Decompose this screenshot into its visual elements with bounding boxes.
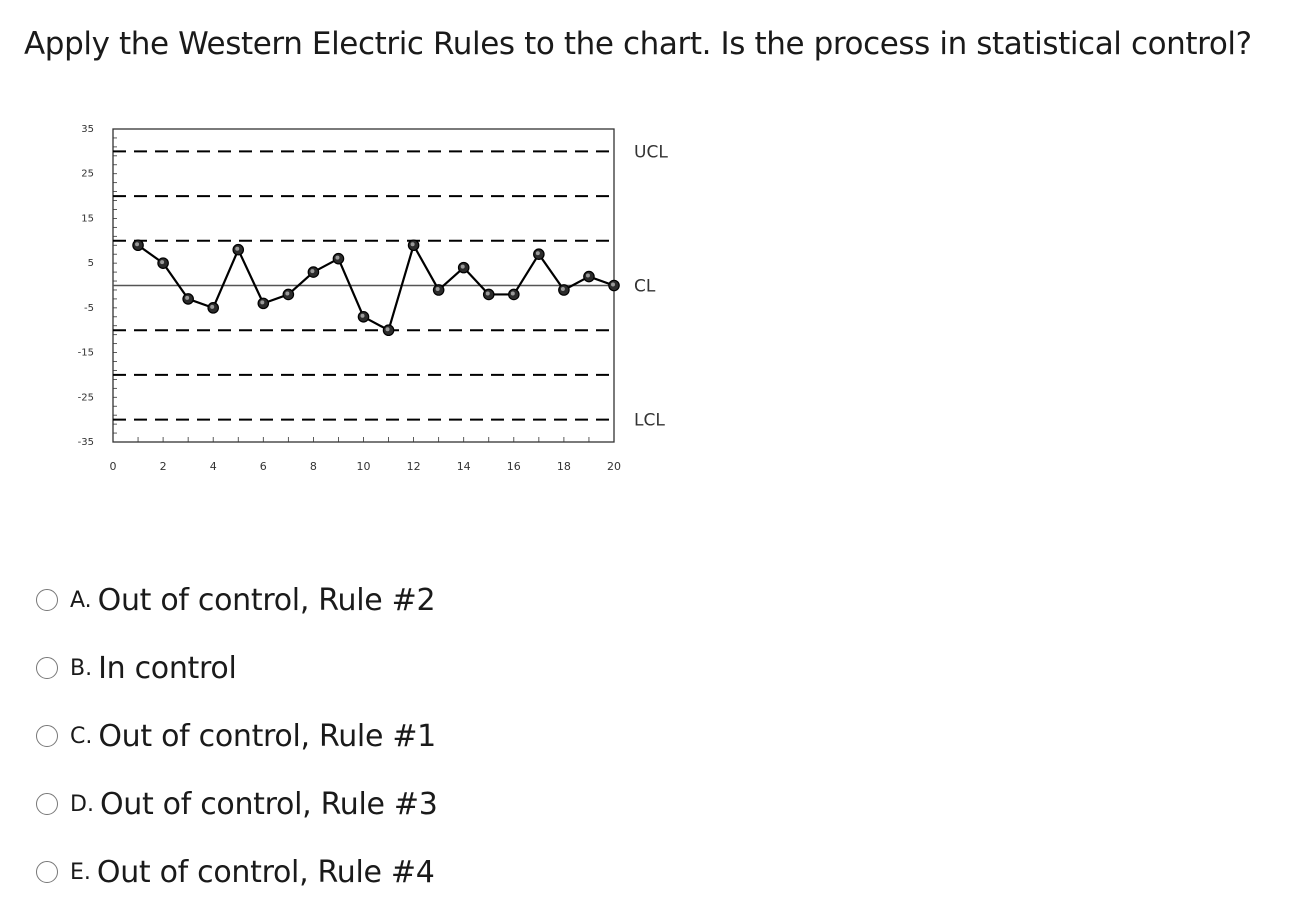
chart-control-lines [113, 150, 614, 421]
lcl-label: LCL [634, 411, 665, 431]
data-point-highlight [335, 255, 340, 260]
option-a-radio[interactable] [36, 589, 58, 611]
x-tick-label: 8 [310, 460, 317, 473]
y-tick-label: -35 [78, 437, 94, 448]
y-tick-label: -25 [78, 392, 94, 403]
option-e[interactable]: E. Out of control, Rule #4 [36, 838, 438, 906]
chart-series [132, 239, 620, 337]
data-point-highlight [210, 304, 215, 309]
data-point-highlight [160, 260, 165, 265]
data-point-highlight [185, 295, 190, 300]
data-point-highlight [385, 327, 390, 332]
y-tick-label: 35 [81, 124, 94, 135]
option-d-text: Out of control, Rule #3 [99, 786, 438, 822]
option-d-letter: D. [70, 791, 94, 817]
option-c[interactable]: C. Out of control, Rule #1 [36, 702, 438, 770]
option-c-radio[interactable] [36, 725, 58, 747]
data-point-highlight [435, 286, 440, 291]
option-d[interactable]: D. Out of control, Rule #3 [36, 770, 438, 838]
option-a-letter: A. [70, 587, 92, 613]
x-tick-label: 2 [160, 460, 167, 473]
data-point-highlight [535, 251, 540, 256]
x-tick-label: 10 [357, 460, 371, 473]
option-c-text: Out of control, Rule #1 [98, 718, 436, 754]
data-point-highlight [260, 300, 265, 305]
data-point-highlight [135, 242, 140, 247]
option-e-letter: E. [70, 859, 91, 885]
data-point-highlight [235, 246, 240, 251]
x-tick-label: 14 [457, 460, 471, 473]
cl-label: CL [634, 277, 656, 297]
option-c-letter: C. [70, 723, 93, 749]
question-text: Apply the Western Electric Rules to the … [24, 26, 1252, 62]
option-a-text: Out of control, Rule #2 [97, 582, 436, 618]
data-point-highlight [460, 264, 465, 269]
option-e-radio[interactable] [36, 861, 58, 883]
y-tick-label: -15 [78, 348, 94, 359]
x-tick-label: 0 [110, 460, 117, 473]
ucl-label: UCL [634, 142, 668, 162]
option-e-text: Out of control, Rule #4 [96, 854, 435, 890]
x-tick-label: 16 [507, 460, 521, 473]
data-point-highlight [360, 313, 365, 318]
option-d-radio[interactable] [36, 793, 58, 815]
data-point-highlight [485, 291, 490, 296]
data-point-highlight [310, 269, 315, 274]
data-point-highlight [410, 242, 415, 247]
control-chart: 35 25 15 5 -5 -15 -25 -35 0 2 4 6 8 10 12 14 16 18 20 UCL CL… [78, 124, 669, 473]
y-tick-label: 25 [81, 169, 94, 180]
x-tick-label: 6 [260, 460, 267, 473]
chart-labels: 35 25 15 5 -5 -15 -25 -35 0 2 4 6 8 10 12 14 16 18 20 UCL CL… [78, 124, 669, 473]
option-a[interactable]: A. Out of control, Rule #2 [36, 566, 438, 634]
x-tick-label: 20 [607, 460, 621, 473]
data-point-highlight [585, 273, 590, 278]
y-tick-label: 15 [81, 213, 94, 224]
answer-options: A. Out of control, Rule #2 B. In control… [36, 566, 438, 906]
data-point-highlight [510, 291, 515, 296]
x-tick-label: 4 [210, 460, 217, 473]
option-b-text: In control [98, 650, 237, 686]
option-b[interactable]: B. In control [36, 634, 438, 702]
x-tick-label: 12 [407, 460, 421, 473]
series-line [137, 244, 615, 332]
data-point-highlight [560, 286, 565, 291]
y-tick-label: -5 [84, 303, 94, 314]
option-b-radio[interactable] [36, 657, 58, 679]
data-point-highlight [285, 291, 290, 296]
y-tick-label: 5 [88, 258, 94, 269]
x-tick-label: 18 [557, 460, 571, 473]
data-point-highlight [611, 282, 615, 287]
option-b-letter: B. [70, 655, 93, 681]
